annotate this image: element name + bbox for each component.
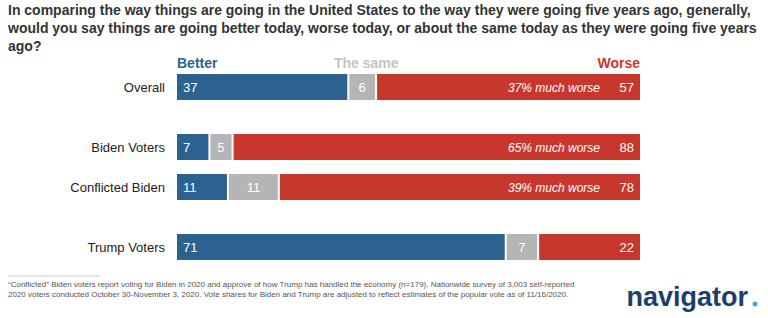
category-label: Conflicted Biden xyxy=(70,180,165,195)
category-label: Biden Voters xyxy=(91,140,165,155)
legend-label: The same xyxy=(334,55,399,71)
bar xyxy=(210,134,231,160)
bar xyxy=(177,134,208,160)
title: In comparing the way things are going in… xyxy=(7,2,757,54)
annotation: 37% much worse xyxy=(508,81,600,95)
data-label: 11 xyxy=(247,180,261,195)
data-label: 57 xyxy=(620,80,634,95)
logo-dot xyxy=(753,302,758,307)
bar xyxy=(507,234,537,260)
annotation: 39% much worse xyxy=(508,181,600,195)
text-line: “Conflicted” Biden voters report voting … xyxy=(8,280,574,289)
bar xyxy=(177,174,227,200)
data-label: 78 xyxy=(620,180,634,195)
category-label: Overall xyxy=(124,80,165,95)
bar xyxy=(280,174,640,200)
bar xyxy=(539,234,640,260)
category-label: Trump Voters xyxy=(87,240,165,255)
labels: Overall3765737% much worseBiden Voters75… xyxy=(70,80,634,255)
data-label: 6 xyxy=(359,80,366,95)
legend-label: Worse xyxy=(597,55,640,71)
data-label: 7 xyxy=(183,140,190,155)
text-line: In comparing the way things are going in… xyxy=(8,2,751,18)
data-label: 37 xyxy=(183,80,197,95)
bar xyxy=(234,134,640,160)
bars xyxy=(177,74,640,260)
data-label: 5 xyxy=(217,140,224,155)
data-label: 22 xyxy=(620,240,634,255)
data-label: 7 xyxy=(518,240,525,255)
text-line: 2020 voters conducted October 30-Novembe… xyxy=(8,290,568,299)
annotation: 65% much worse xyxy=(508,141,600,155)
bar xyxy=(229,174,278,200)
footnote: “Conflicted” Biden voters report voting … xyxy=(8,280,574,299)
text-line: ago? xyxy=(8,38,41,54)
rule xyxy=(8,276,100,277)
data-label: 11 xyxy=(183,180,197,195)
logo: navigator xyxy=(626,282,748,312)
bar xyxy=(349,74,375,100)
bar xyxy=(377,74,640,100)
text-line: would you say things are going better to… xyxy=(7,20,757,36)
chart: In comparing the way things are going in… xyxy=(0,0,768,318)
bar xyxy=(177,74,347,100)
data-label: 71 xyxy=(183,240,197,255)
legend-label: Better xyxy=(177,55,218,71)
bar xyxy=(177,234,505,260)
data-label: 88 xyxy=(620,140,634,155)
